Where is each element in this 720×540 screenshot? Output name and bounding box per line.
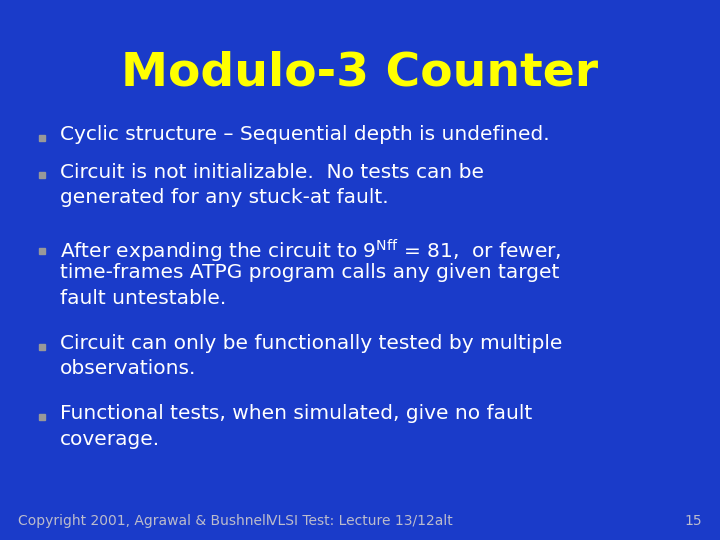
Text: observations.: observations.: [60, 359, 197, 378]
Text: Circuit can only be functionally tested by multiple: Circuit can only be functionally tested …: [60, 334, 562, 353]
Text: fault untestable.: fault untestable.: [60, 288, 226, 308]
Text: time-frames ATPG program calls any given target: time-frames ATPG program calls any given…: [60, 264, 559, 282]
Text: 15: 15: [685, 514, 702, 528]
Text: After expanding the circuit to $9^{\mathsf{Nff}}$ = 81,  or fewer,: After expanding the circuit to $9^{\math…: [60, 238, 562, 266]
Text: coverage.: coverage.: [60, 430, 160, 449]
Text: generated for any stuck-at fault.: generated for any stuck-at fault.: [60, 188, 389, 207]
Text: Copyright 2001, Agrawal & Bushnell: Copyright 2001, Agrawal & Bushnell: [18, 514, 270, 528]
Text: Functional tests, when simulated, give no fault: Functional tests, when simulated, give n…: [60, 404, 532, 423]
Text: Circuit is not initializable.  No tests can be: Circuit is not initializable. No tests c…: [60, 163, 484, 182]
Text: VLSI Test: Lecture 13/12alt: VLSI Test: Lecture 13/12alt: [268, 514, 452, 528]
Text: Modulo-3 Counter: Modulo-3 Counter: [122, 50, 598, 95]
Text: Cyclic structure – Sequential depth is undefined.: Cyclic structure – Sequential depth is u…: [60, 125, 549, 144]
